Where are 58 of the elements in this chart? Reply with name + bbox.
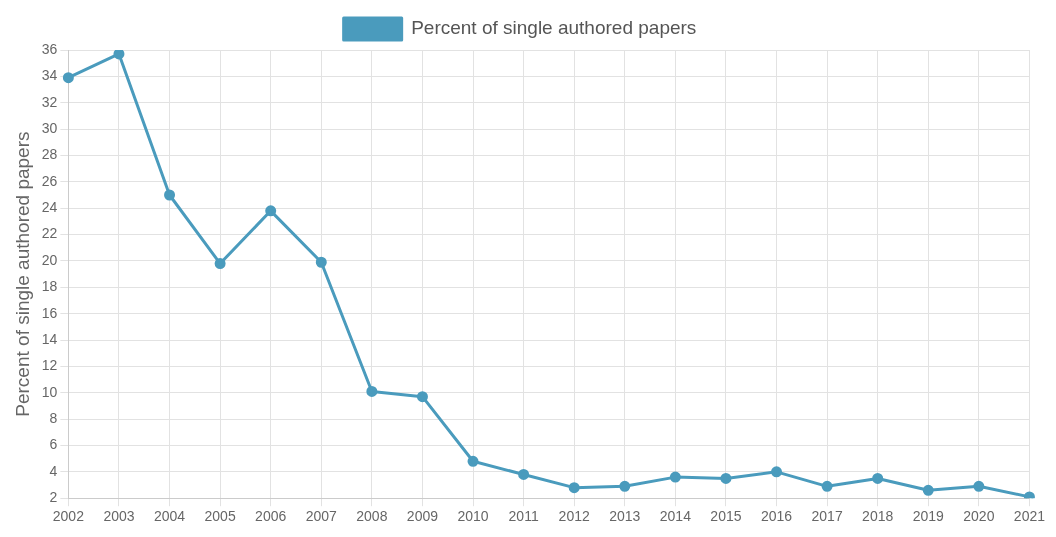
y-tick-label: 16	[41, 304, 58, 321]
x-tick-label: 2012	[558, 508, 590, 525]
y-tick-label: 28	[41, 146, 58, 163]
x-tick-label: 2016	[760, 508, 793, 525]
point	[113, 50, 125, 60]
y-tick-label: 30	[41, 119, 58, 136]
x-tick-label: 2017	[811, 508, 843, 525]
point	[315, 256, 327, 268]
y-tick-label: 18	[41, 278, 58, 295]
point	[973, 480, 985, 492]
point	[821, 480, 833, 492]
x-tick-label: 2011	[508, 508, 539, 525]
y-tick-label: 22	[41, 225, 58, 242]
point	[366, 385, 378, 397]
point	[416, 391, 428, 403]
x-tick-label: 2014	[659, 508, 692, 525]
y-tick-label: 14	[41, 330, 58, 347]
x-tick-label: 2006	[255, 508, 287, 525]
x-tick-label: 2009	[406, 508, 439, 525]
x-tick-label: 2013	[609, 508, 641, 525]
y-tick-label: 8	[49, 409, 58, 426]
y-tick-label: 10	[41, 383, 58, 400]
point	[922, 484, 934, 496]
y-tick-label: 2	[49, 489, 58, 506]
x-tick-label: 2015	[710, 508, 742, 525]
y-tick-label: 32	[41, 93, 58, 110]
point	[518, 468, 530, 480]
point	[214, 258, 226, 270]
point	[720, 472, 732, 484]
y-tick-label: 26	[41, 172, 58, 189]
x-tick-label: 2005	[204, 508, 236, 525]
point	[265, 205, 277, 217]
y-tick-label: 24	[41, 199, 58, 216]
point	[669, 471, 681, 483]
point	[164, 189, 176, 201]
point	[619, 480, 631, 492]
y-tick-label: 6	[49, 436, 58, 453]
legend-label: Percent of single authored papers	[411, 17, 697, 39]
x-tick-label: 2003	[103, 508, 135, 525]
y-tick-label: 20	[41, 251, 58, 268]
point	[467, 455, 479, 467]
x-tick-label: 2008	[356, 508, 388, 525]
y-tick-label: 4	[49, 462, 58, 479]
x-tick-label: 2018	[862, 508, 894, 525]
point	[872, 472, 884, 484]
x-tick-label: 2019	[912, 508, 945, 525]
y-tick-label: 34	[41, 67, 58, 84]
x-tick-label: 2002	[52, 508, 85, 525]
x-tick-label: 2007	[305, 508, 338, 525]
point	[568, 482, 580, 494]
x-tick-label: 2021	[1013, 508, 1046, 525]
x-tick-label: 2020	[963, 508, 995, 525]
y-axis-title: Percent of single authored papers	[11, 131, 33, 417]
x-tick-label: 2010	[457, 508, 489, 525]
y-tick-label: 36	[41, 40, 58, 57]
y-tick-label: 12	[41, 357, 58, 374]
x-tick-label: 2004	[153, 508, 186, 525]
point	[771, 466, 783, 478]
